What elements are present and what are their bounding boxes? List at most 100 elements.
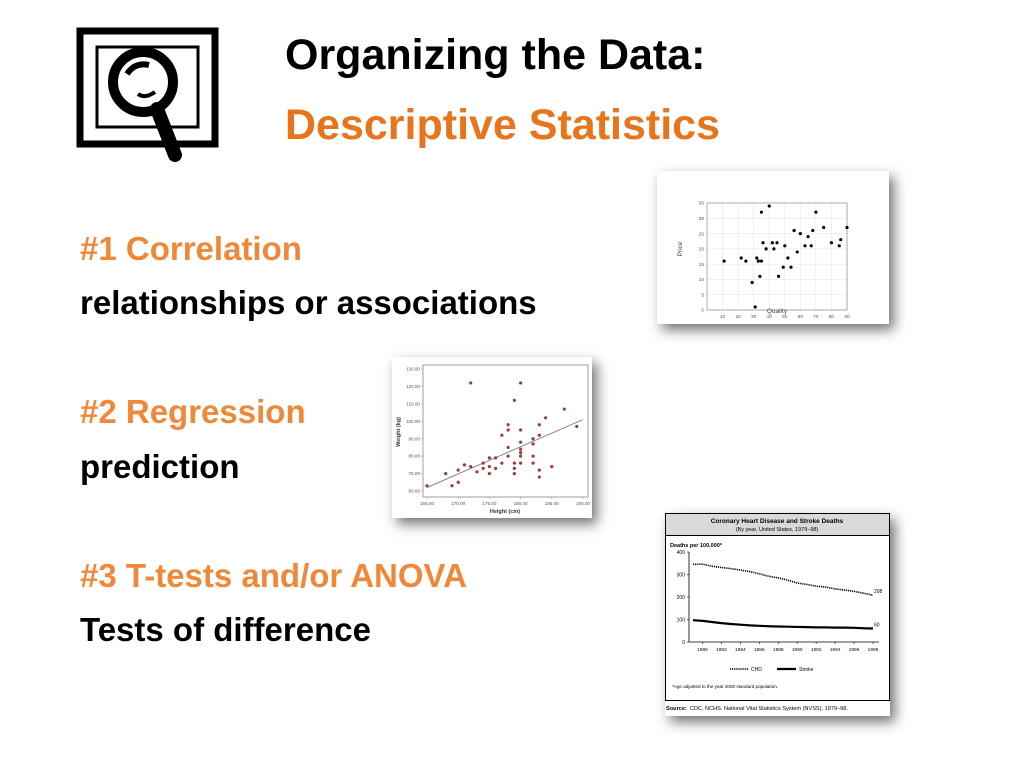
data-point xyxy=(575,424,579,429)
chart-subtitle: (By year, United States, 1979–98) xyxy=(736,527,819,533)
legend-label-chd: CHD xyxy=(751,667,762,673)
data-point xyxy=(487,456,491,460)
data-point xyxy=(475,470,479,474)
y-tick-label: 15 xyxy=(699,262,705,268)
data-point xyxy=(789,265,793,269)
data-point xyxy=(814,210,818,214)
x-tick-label: 20 xyxy=(735,314,741,320)
data-point xyxy=(425,484,429,488)
x-tick-label: 50 xyxy=(782,314,788,320)
data-point xyxy=(772,247,776,251)
x-tick-label: 180.00 xyxy=(514,501,528,506)
y-tick-label: 100.00 xyxy=(406,419,420,424)
data-point xyxy=(531,461,535,465)
data-point xyxy=(837,244,841,248)
slide-title: Organizing the Data: xyxy=(285,31,706,79)
data-point xyxy=(761,241,765,245)
item-1-description: relationships or associations xyxy=(80,284,537,321)
series-line-chd xyxy=(692,563,874,596)
data-point xyxy=(543,416,548,420)
y-tick-label: 0 xyxy=(682,640,685,646)
slide-subtitle: Descriptive Statistics xyxy=(285,101,720,149)
x-tick-label: 90 xyxy=(844,314,850,320)
data-point xyxy=(512,398,516,402)
data-point xyxy=(456,480,460,484)
chart-source: Source: CDC, NCHS. National Vital Statist… xyxy=(666,706,848,712)
data-point xyxy=(531,442,535,446)
data-point xyxy=(537,423,541,427)
chart-title: Coronary Heart Disease and Stroke Deaths xyxy=(711,518,844,525)
y-tick-label: 80.00 xyxy=(409,454,421,459)
data-point xyxy=(450,484,454,488)
legend-label-stroke: Stroke xyxy=(799,667,814,673)
data-point xyxy=(512,471,516,476)
y-tick-label: 300 xyxy=(677,572,686,578)
item-3-description: Tests of difference xyxy=(80,611,371,648)
source-label: Source: xyxy=(666,706,687,712)
data-point xyxy=(519,461,523,465)
x-tick-label: 1992 xyxy=(811,647,822,653)
x-tick-label: 1990 xyxy=(792,647,803,653)
x-tick-label: 70 xyxy=(813,314,819,320)
data-point xyxy=(770,241,774,245)
item-2-description: prediction xyxy=(80,448,240,485)
x-tick-label: 1988 xyxy=(773,647,784,653)
data-point xyxy=(764,247,768,251)
data-point xyxy=(500,461,504,465)
x-tick-label: 60 xyxy=(798,314,804,320)
data-point xyxy=(839,238,843,242)
x-axis-label: Height (cm) xyxy=(490,509,520,515)
data-point xyxy=(811,228,815,233)
data-point xyxy=(767,204,771,208)
data-point xyxy=(845,225,849,230)
x-tick-label: 190.00 xyxy=(576,501,590,506)
data-point xyxy=(786,256,790,260)
x-tick-label: 1980 xyxy=(697,647,708,653)
data-point xyxy=(506,423,510,427)
y-tick-label: 70.00 xyxy=(409,471,421,476)
chd-end-label: 208 xyxy=(874,589,883,595)
x-tick-label: 1998 xyxy=(868,647,879,653)
y-tick-label: 100 xyxy=(677,617,686,623)
data-point xyxy=(481,466,485,470)
y-tick-label: 120.00 xyxy=(406,384,420,389)
data-point xyxy=(798,231,802,236)
data-point xyxy=(519,447,523,451)
data-point xyxy=(750,280,754,285)
y-tick-label: 130.00 xyxy=(406,367,420,372)
y-tick-label: 20 xyxy=(699,247,705,253)
item-3-heading: #3 T-tests and/or ANOVA xyxy=(80,557,467,594)
data-point xyxy=(562,407,566,411)
data-point xyxy=(500,433,504,437)
data-point xyxy=(469,465,473,469)
y-tick-label: 200 xyxy=(677,595,686,601)
data-point xyxy=(537,468,541,472)
data-point xyxy=(550,465,554,469)
data-point xyxy=(803,244,807,248)
data-point xyxy=(519,451,523,455)
x-tick-label: 1982 xyxy=(716,647,727,653)
y-tick-label: 10 xyxy=(699,277,705,283)
data-point xyxy=(753,305,757,309)
y-tick-label: 25 xyxy=(699,231,705,237)
data-point xyxy=(739,256,743,260)
y-axis-label: Deaths per 100,000* xyxy=(670,543,723,549)
death-rates-line-chart: Coronary Heart Disease and Stroke Deaths… xyxy=(665,513,890,712)
data-point xyxy=(759,210,764,214)
y-axis-label: Price xyxy=(677,241,684,256)
x-tick-label: 175.00 xyxy=(482,501,496,506)
data-point xyxy=(531,454,535,458)
data-point xyxy=(506,445,510,450)
data-point xyxy=(519,428,523,432)
data-point xyxy=(531,437,535,441)
y-tick-label: 90.00 xyxy=(409,436,421,441)
data-point xyxy=(775,241,779,245)
magnifier-icon-graphic xyxy=(76,27,219,162)
data-point xyxy=(795,250,799,254)
y-tick-label: 5 xyxy=(701,292,704,298)
data-point xyxy=(537,475,541,479)
data-point xyxy=(512,461,516,465)
data-point xyxy=(756,259,760,263)
trend-line xyxy=(426,419,584,488)
stroke-end-label: 60 xyxy=(874,623,880,629)
